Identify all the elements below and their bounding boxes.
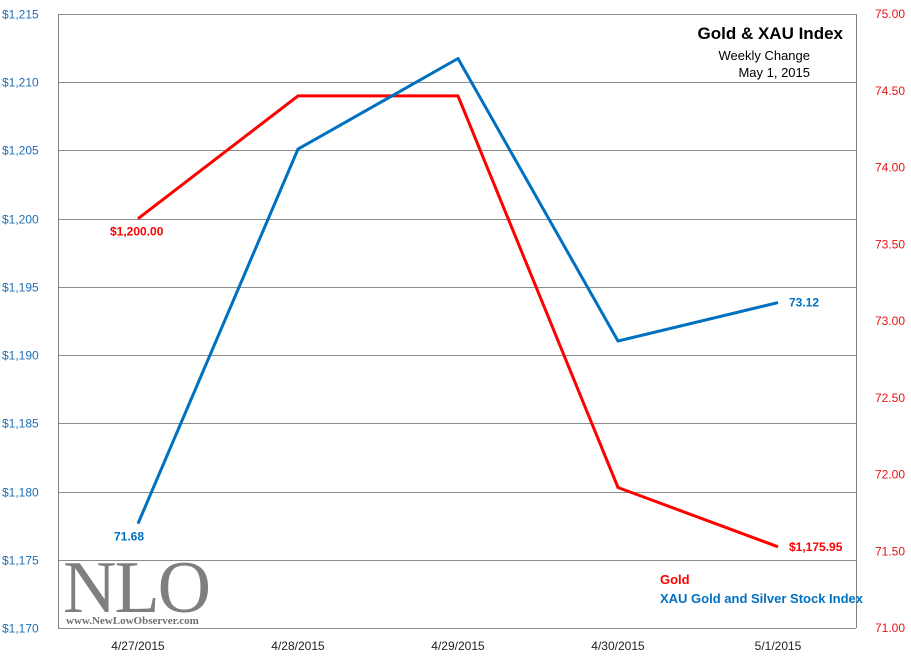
x-axis: 4/27/2015 4/28/2015 4/29/2015 4/30/2015 5/1/… [111,639,801,653]
y-left-tick-label: $1,195 [2,281,39,295]
y-left-tick-label: $1,180 [2,486,39,500]
chart-subtitle-2: May 1, 2015 [738,65,810,80]
y-right-tick-label: 74.50 [875,84,905,98]
x-tick-label: 4/27/2015 [111,639,165,653]
y-left-tick-label: $1,185 [2,417,39,431]
y-left-tick-label: $1,200 [2,213,39,227]
data-label: 73.12 [789,296,819,310]
nlo-watermark: NLO www.NewLowObserver.com [63,547,211,629]
series-line-0 [137,94,779,549]
grid-lines [58,14,857,629]
y-left-tick-label: $1,210 [2,76,39,90]
x-tick-label: 4/30/2015 [591,639,645,653]
x-tick-label: 4/29/2015 [431,639,485,653]
y-right-tick-label: 74.00 [875,161,905,175]
y-right-tick-label: 75.00 [875,7,905,21]
watermark-logo: NLO [63,547,209,629]
legend-entry-gold: Gold [660,572,690,587]
y-left-tick-label: $1,175 [2,554,39,568]
watermark-url: www.NewLowObserver.com [66,615,199,627]
y-axis-right: 71.00 71.50 72.00 72.50 73.00 73.50 74.00 74.50… [875,7,905,635]
data-label: 71.68 [114,530,144,544]
y-left-tick-label: $1,215 [2,8,39,22]
data-label: $1,200.00 [110,225,164,239]
chart-title: Gold & XAU Index [698,24,844,43]
data-label: $1,175.95 [789,540,843,554]
y-left-tick-label: $1,205 [2,144,39,158]
y-right-tick-label: 73.50 [875,237,905,251]
series-lines [136,57,779,549]
y-left-tick-label: $1,190 [2,349,39,363]
legend-entry-xau: XAU Gold and Silver Stock Index [660,591,864,606]
x-tick-label: 5/1/2015 [755,639,802,653]
y-right-tick-label: 72.00 [875,468,905,482]
legend: Gold XAU Gold and Silver Stock Index [660,572,864,606]
x-tick-label: 4/28/2015 [271,639,325,653]
y-right-tick-label: 73.00 [875,314,905,328]
y-axis-left: $1,170 $1,175 $1,180 $1,185 $1,190 $1,195 $1,2… [2,8,39,636]
series-line-1 [136,57,779,525]
y-right-tick-label: 71.00 [875,621,905,635]
data-labels: $1,200.00 $1,175.95 71.68 73.12 [110,225,843,554]
y-left-tick-label: $1,170 [2,622,39,636]
y-right-tick-label: 72.50 [875,391,905,405]
y-right-tick-label: 71.50 [875,544,905,558]
chart-subtitle-1: Weekly Change [718,48,810,63]
